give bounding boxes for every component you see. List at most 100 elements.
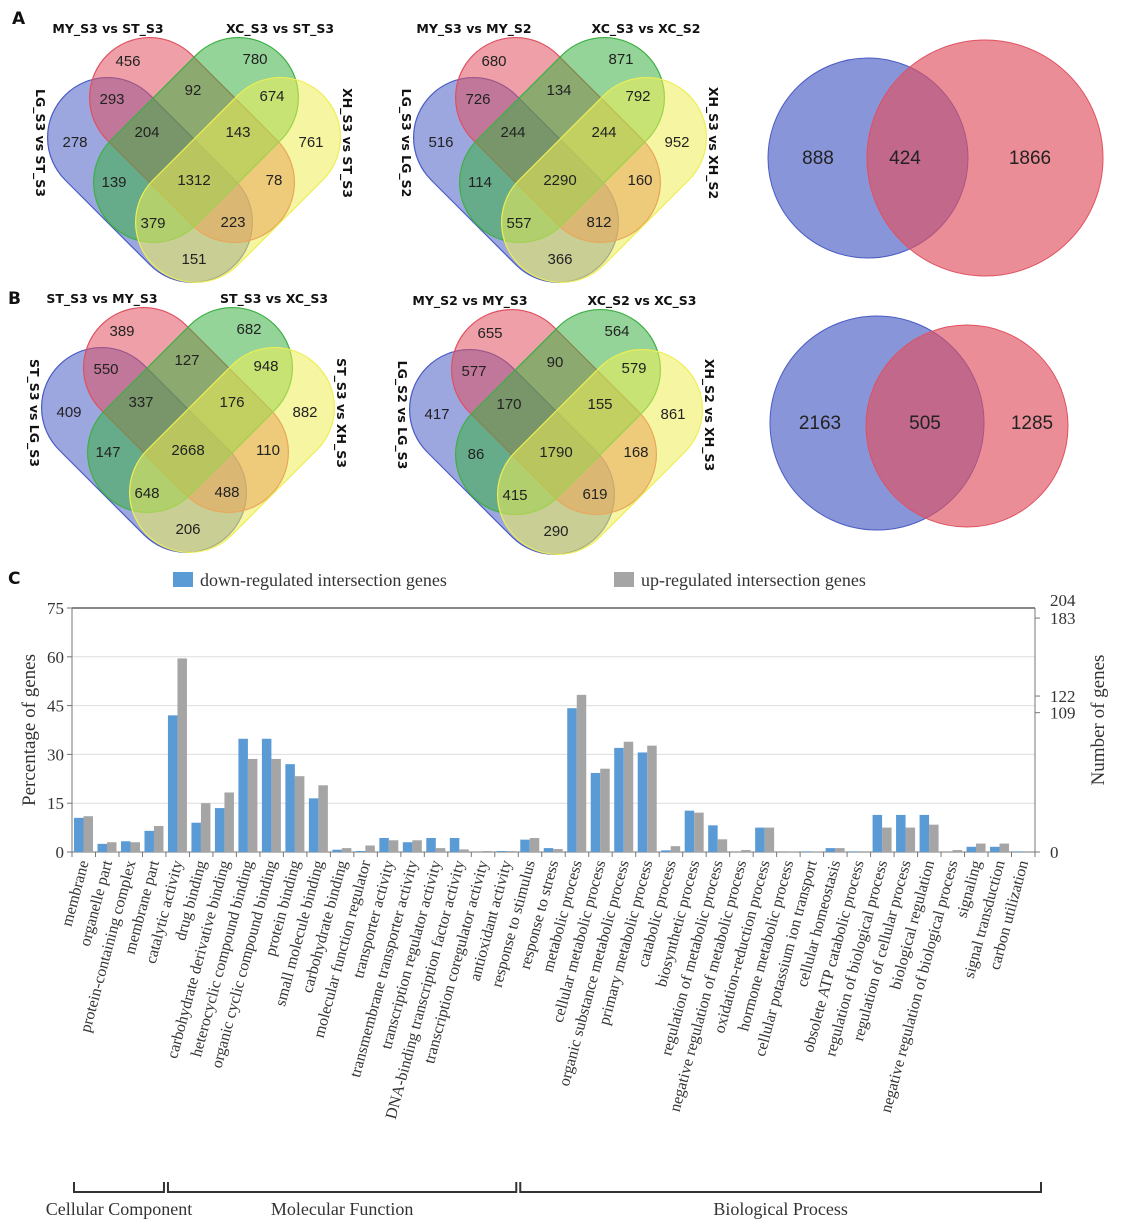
venn-region-count: 648 <box>134 485 159 502</box>
venn-region-count: 86 <box>468 446 485 463</box>
bar-up-regulated <box>976 843 986 852</box>
y2-axis-label: Number of genes <box>1088 655 1109 786</box>
bar-up-regulated <box>224 792 234 852</box>
bar-down-regulated <box>191 822 201 852</box>
venn-region-count: 155 <box>587 396 612 413</box>
venn-region-count: 888 <box>802 148 834 169</box>
bar-up-regulated <box>741 850 751 852</box>
legend-label-down: down-regulated intersection genes <box>200 570 447 590</box>
bar-up-regulated <box>905 827 916 852</box>
bar-down-regulated <box>496 851 507 852</box>
venn-4set: 655 564 577 90 579 417 170 155 861 86 1790 168 415 61… <box>394 293 717 556</box>
bar-up-regulated <box>529 838 540 852</box>
bar-down-regulated <box>402 842 413 852</box>
venn-4set: 456 780 293 92 674 278 204 143 761 139 1312 78 379 22… <box>32 21 355 284</box>
venn-region-count: 223 <box>220 214 245 231</box>
venn-region-count: 244 <box>500 124 525 141</box>
venn-region-count: 761 <box>298 134 323 151</box>
bar-down-regulated <box>590 772 601 852</box>
bar-up-regulated <box>341 848 352 852</box>
bar-down-regulated <box>285 764 295 852</box>
bar-up-regulated <box>435 848 446 852</box>
venn-region-count: 579 <box>621 360 646 377</box>
venn-region-count: 812 <box>586 214 611 231</box>
venn-region-count: 110 <box>256 442 280 459</box>
venn-region-count: 2290 <box>543 172 576 189</box>
bar-up-regulated <box>365 845 375 852</box>
bar-up-regulated <box>835 848 845 852</box>
bar-up-regulated <box>247 758 258 852</box>
y-tick-label: 60 <box>47 648 64 667</box>
venn-4set: 389 682 550 127 948 409 337 176 882 147 2668 110 648… <box>26 291 349 554</box>
venn-set-label: ST_S3 vs LG_S3 <box>26 359 42 467</box>
venn-region-count: 505 <box>909 413 941 434</box>
bar-up-regulated <box>929 824 939 852</box>
y-tick-label: 45 <box>47 697 64 716</box>
venn-circle-red <box>865 324 1069 528</box>
y-tick-label: 0 <box>56 843 65 862</box>
y-tick-label: 75 <box>47 599 64 618</box>
venn-region-count: 176 <box>219 394 244 411</box>
venn-region-count: 780 <box>242 51 267 68</box>
venn-region-count: 488 <box>214 484 239 501</box>
bar-up-regulated <box>553 849 563 852</box>
bar-up-regulated <box>788 851 798 852</box>
group-bracket <box>166 1182 518 1193</box>
bar-down-regulated <box>214 808 225 852</box>
bar-down-regulated <box>708 825 718 852</box>
venn-region-count: 204 <box>134 124 159 141</box>
bar-up-regulated <box>882 827 892 852</box>
venn-set-shape <box>134 76 342 284</box>
bar-down-regulated <box>966 846 977 852</box>
group-label: Molecular Function <box>271 1199 413 1219</box>
venn-region-count: 948 <box>253 358 278 375</box>
bar-down-regulated <box>426 838 436 852</box>
bar-down-regulated <box>990 846 1000 852</box>
venn-set-label: XH_S3 vs XH_S2 <box>705 87 721 199</box>
venn-region-count: 861 <box>660 406 685 423</box>
venn-region-count: 682 <box>236 321 261 338</box>
venn-region-count: 557 <box>506 215 531 232</box>
venn-region-count: 726 <box>465 91 490 108</box>
bar-up-regulated <box>506 851 516 852</box>
bar-down-regulated <box>567 708 577 852</box>
venn-set-label: ST_S3 vs MY_S3 <box>46 291 157 307</box>
bar-down-regulated <box>919 814 930 852</box>
venn-set-label: ST_S3 vs XC_S3 <box>220 291 328 307</box>
bar-down-regulated <box>755 827 765 852</box>
venn-region-count: 143 <box>225 124 250 141</box>
venn-region-count: 871 <box>608 51 633 68</box>
venn-2set: 888 424 1866 <box>767 39 1104 277</box>
venn-region-count: 206 <box>175 521 200 538</box>
bar-up-regulated <box>294 776 305 852</box>
bar-down-regulated <box>144 830 154 852</box>
venn-region-count: 389 <box>109 323 134 340</box>
venn-region-count: 1790 <box>539 444 572 461</box>
group-bracket <box>519 1182 1042 1193</box>
venn-set-label: LG_S3 vs LG_S2 <box>398 89 414 198</box>
bar-down-regulated <box>261 738 272 852</box>
venn-region-count: 674 <box>259 88 284 105</box>
venn-region-count: 147 <box>95 444 120 461</box>
y-tick-label: 30 <box>47 745 64 764</box>
venn-region-count: 680 <box>481 53 506 70</box>
venn-region-count: 619 <box>582 486 607 503</box>
bar-up-regulated <box>717 839 728 852</box>
venn-set-label: XC_S3 vs XC_S2 <box>592 21 701 37</box>
bar-up-regulated <box>482 851 493 852</box>
venn-region-count: 792 <box>625 88 650 105</box>
venn-set-label: XC_S3 vs ST_S3 <box>226 21 334 37</box>
venn-region-count: 417 <box>424 406 449 423</box>
venn-region-count: 278 <box>62 134 87 151</box>
legend-swatch-down <box>173 572 193 587</box>
bar-up-regulated <box>600 768 610 852</box>
y2-tick-label: 0 <box>1050 843 1059 862</box>
bar-up-regulated <box>177 658 187 852</box>
bar-down-regulated <box>872 814 883 852</box>
venn-region-count: 90 <box>547 354 564 371</box>
panel-label-c: C <box>8 569 20 589</box>
bar-up-regulated <box>106 842 117 852</box>
venn-set-label: XH_S3 vs ST_S3 <box>339 88 355 198</box>
